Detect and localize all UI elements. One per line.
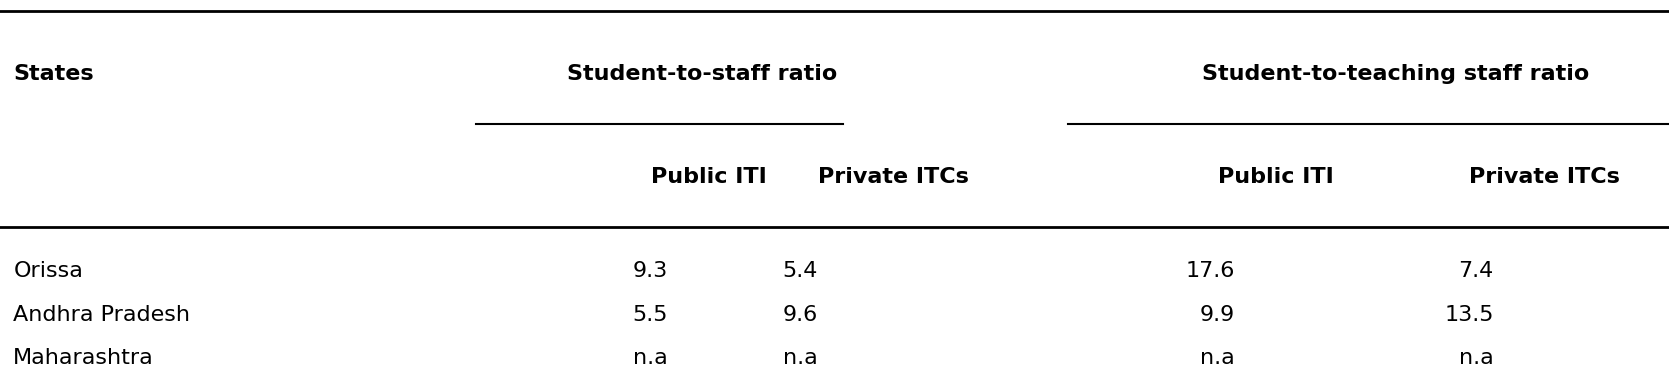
Text: States: States [13, 64, 93, 84]
Text: Private ITCs: Private ITCs [1469, 167, 1619, 187]
Text: Private ITCs: Private ITCs [818, 167, 968, 187]
Text: 13.5: 13.5 [1444, 306, 1494, 325]
Text: Student-to-teaching staff ratio: Student-to-teaching staff ratio [1202, 64, 1589, 84]
Text: n.a: n.a [1200, 348, 1235, 368]
Text: n.a: n.a [633, 348, 668, 368]
Text: n.a: n.a [783, 348, 818, 368]
Text: Maharashtra: Maharashtra [13, 348, 154, 368]
Text: Public ITI: Public ITI [1218, 167, 1334, 187]
Text: 5.5: 5.5 [633, 306, 668, 325]
Text: Public ITI: Public ITI [651, 167, 766, 187]
Text: Andhra Pradesh: Andhra Pradesh [13, 306, 190, 325]
Text: 9.9: 9.9 [1200, 306, 1235, 325]
Text: n.a: n.a [1459, 348, 1494, 368]
Text: Orissa: Orissa [13, 261, 83, 281]
Text: 9.6: 9.6 [783, 306, 818, 325]
Text: 9.3: 9.3 [633, 261, 668, 281]
Text: Student-to-staff ratio: Student-to-staff ratio [567, 64, 838, 84]
Text: 17.6: 17.6 [1185, 261, 1235, 281]
Text: 7.4: 7.4 [1459, 261, 1494, 281]
Text: 5.4: 5.4 [783, 261, 818, 281]
